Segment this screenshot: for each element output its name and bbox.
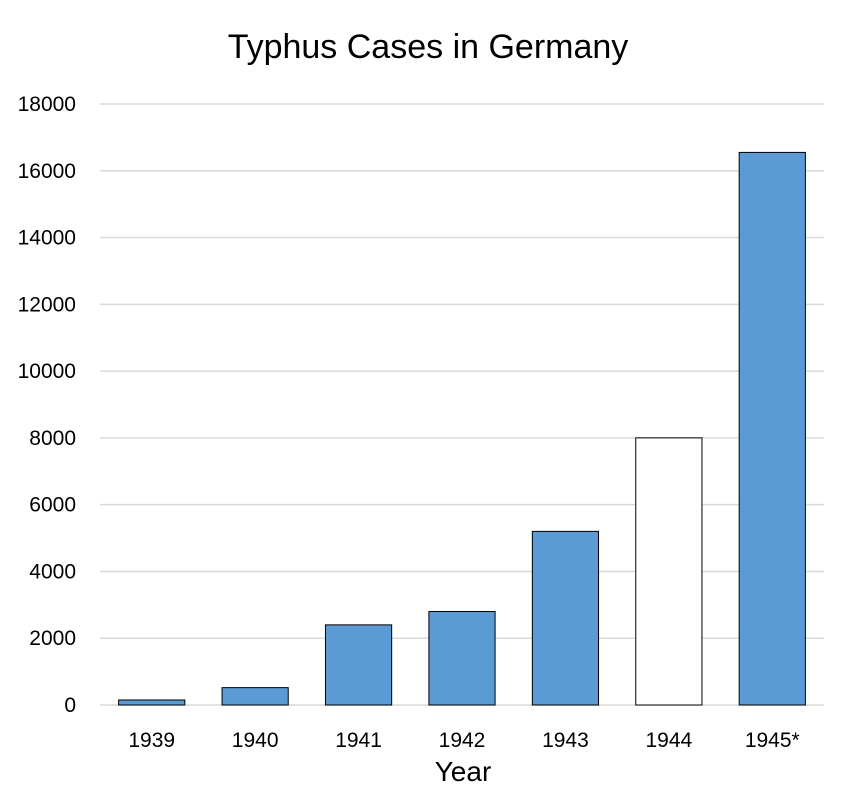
x-axis-title: Year bbox=[435, 756, 492, 787]
y-tick-label: 2000 bbox=[29, 627, 76, 650]
y-tick-label: 14000 bbox=[18, 227, 76, 250]
y-tick-label: 0 bbox=[64, 694, 76, 717]
y-axis-tick-labels: 0 2000 4000 6000 8000 10000 12000 14000 16000 180… bbox=[18, 93, 76, 717]
x-tick-label: 1943 bbox=[542, 729, 589, 752]
bar-1939 bbox=[118, 699, 186, 706]
bar-1940 bbox=[221, 687, 289, 706]
y-tick-label: 8000 bbox=[29, 427, 76, 450]
bar-1944 bbox=[635, 437, 703, 706]
x-tick-label: 1944 bbox=[645, 729, 692, 752]
x-axis-tick-labels: 1939 1940 1941 1942 1943 1944 1945* bbox=[128, 729, 799, 752]
y-tick-label: 18000 bbox=[18, 93, 76, 116]
y-tick-label: 12000 bbox=[18, 293, 76, 316]
x-tick-label: 1939 bbox=[128, 729, 175, 752]
bar-1943 bbox=[531, 530, 600, 706]
bar-1942 bbox=[428, 611, 496, 706]
x-tick-label: 1945* bbox=[745, 729, 800, 752]
y-tick-label: 4000 bbox=[29, 560, 76, 583]
y-tick-label: 10000 bbox=[18, 360, 76, 383]
bar-1941 bbox=[324, 624, 393, 706]
chart-title: Typhus Cases in Germany bbox=[228, 28, 629, 66]
y-tick-label: 6000 bbox=[29, 494, 76, 517]
x-tick-label: 1941 bbox=[335, 729, 382, 752]
y-tick-label: 16000 bbox=[18, 160, 76, 183]
x-tick-label: 1940 bbox=[232, 729, 279, 752]
bars bbox=[118, 151, 806, 706]
bar-1945 bbox=[738, 151, 806, 706]
x-tick-label: 1942 bbox=[439, 729, 486, 752]
gridlines bbox=[100, 103, 824, 706]
